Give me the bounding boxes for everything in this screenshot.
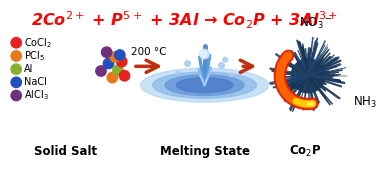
- Circle shape: [113, 65, 123, 75]
- Circle shape: [11, 90, 22, 101]
- Circle shape: [291, 59, 325, 93]
- Circle shape: [116, 56, 127, 67]
- Text: 2Co$^{2+}$ + P$^{5+}$ + 3Al → Co$_2$P + 3Al$^{3+}$: 2Co$^{2+}$ + P$^{5+}$ + 3Al → Co$_2$P + …: [31, 10, 338, 31]
- Circle shape: [176, 71, 180, 75]
- Ellipse shape: [153, 72, 256, 98]
- Ellipse shape: [176, 78, 233, 93]
- Circle shape: [11, 38, 22, 48]
- Text: AlCl$_3$: AlCl$_3$: [24, 89, 48, 102]
- Text: Al: Al: [24, 64, 33, 74]
- Circle shape: [119, 71, 130, 81]
- Text: CoCl$_2$: CoCl$_2$: [24, 36, 52, 50]
- Circle shape: [96, 66, 106, 76]
- Text: Melting State: Melting State: [160, 145, 249, 158]
- Circle shape: [218, 62, 224, 68]
- Text: PCl$_5$: PCl$_5$: [24, 49, 45, 63]
- Circle shape: [223, 57, 228, 62]
- Circle shape: [103, 58, 114, 69]
- Circle shape: [11, 64, 22, 74]
- Text: Co$_2$P: Co$_2$P: [289, 144, 322, 159]
- Text: NaCl: NaCl: [24, 77, 46, 87]
- Circle shape: [11, 51, 22, 61]
- Circle shape: [115, 50, 125, 60]
- Circle shape: [229, 73, 233, 77]
- Text: NO$_3$$^-$: NO$_3$$^-$: [299, 15, 332, 30]
- Circle shape: [200, 49, 209, 59]
- Circle shape: [101, 47, 112, 57]
- Circle shape: [200, 51, 207, 57]
- Ellipse shape: [141, 68, 269, 102]
- Circle shape: [107, 72, 118, 83]
- Text: NH$_3$: NH$_3$: [353, 94, 377, 110]
- Circle shape: [110, 52, 120, 62]
- Circle shape: [11, 77, 22, 88]
- Ellipse shape: [165, 75, 244, 96]
- Text: 200 °C: 200 °C: [131, 47, 167, 57]
- Text: Solid Salt: Solid Salt: [34, 145, 97, 158]
- Circle shape: [185, 61, 191, 66]
